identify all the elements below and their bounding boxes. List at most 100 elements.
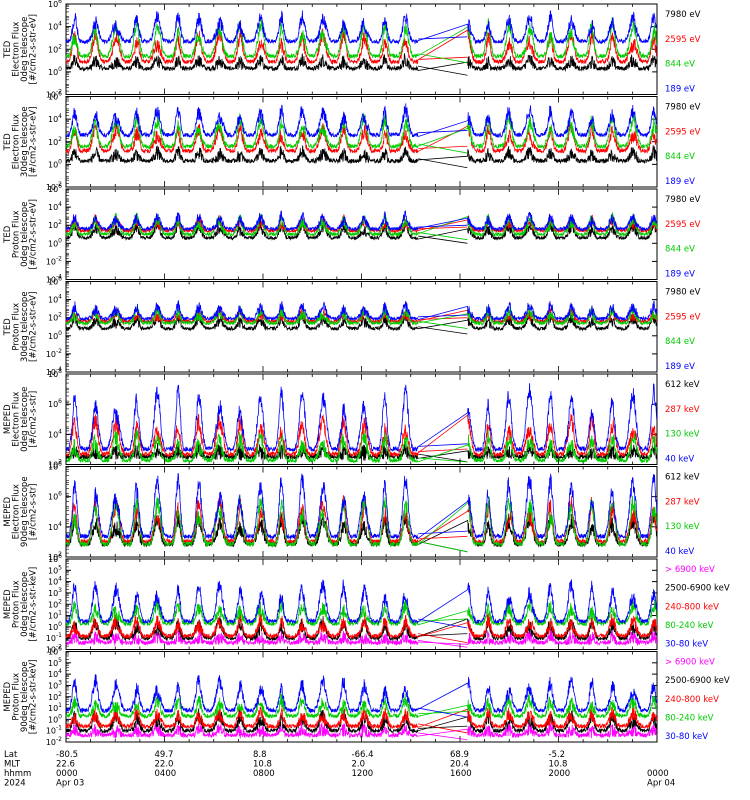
- y-axis-label: [#/cm2-s-str-eV]: [29, 292, 39, 362]
- series-line: [65, 493, 658, 548]
- series-line: [65, 413, 658, 458]
- y-tick-label: 103: [48, 587, 62, 598]
- y-tick-label: 104: [48, 521, 62, 532]
- series-line: [65, 708, 658, 734]
- gap-line: [418, 453, 468, 463]
- y-axis-label: [#/cm2-s-str-eV]: [29, 107, 39, 177]
- y-axis-label: [#/cm2-s-str-keV]: [29, 567, 39, 642]
- y-tick-label: 106: [48, 91, 62, 102]
- legend-entry: 189 eV: [665, 270, 695, 280]
- series-line: [65, 693, 658, 720]
- gap-line: [418, 145, 468, 149]
- legend-entry: 240-800 keV: [665, 602, 719, 612]
- series-line: [65, 52, 658, 73]
- y-tick-label: 102: [48, 43, 62, 54]
- y-axis-label: Electron Flux: [12, 22, 22, 77]
- y-tick-label: 100: [48, 237, 62, 248]
- legend-entry: 30-80 keV: [665, 732, 708, 742]
- y-tick-label: 10-2: [46, 644, 62, 655]
- y-tick-label: 105: [48, 564, 62, 575]
- y-tick-label: 10-2: [46, 348, 62, 359]
- y-axis-label: Proton Flux: [12, 673, 22, 721]
- legend-entry: 7980 eV: [665, 195, 701, 205]
- x-tick-label-mlt: 22.6: [56, 760, 75, 770]
- legend-entry: 130 keV: [665, 522, 700, 532]
- gap-line: [418, 618, 468, 629]
- y-axis-label: Proton Flux: [12, 580, 22, 628]
- y-tick-label: 104: [48, 576, 62, 587]
- y-axis-label: [#/cm2-s-str]: [29, 483, 39, 540]
- gap-line: [418, 725, 468, 729]
- y-tick-label: 102: [48, 219, 62, 230]
- series-line: [65, 113, 658, 150]
- legend-entry: 189 eV: [665, 177, 695, 187]
- series-line: [65, 10, 658, 45]
- gap-line: [418, 640, 468, 648]
- y-axis-label: [#/cm2-s-str-eV]: [29, 14, 39, 84]
- y-axis-label: TED: [3, 318, 13, 337]
- series-line: [65, 579, 658, 625]
- y-tick-label: 101: [48, 702, 62, 713]
- y-axis-label: 30deg telescope: [20, 291, 30, 362]
- gap-line: [418, 65, 468, 76]
- series-line: [65, 28, 658, 65]
- gap-line: [418, 535, 468, 540]
- y-tick-label: 102: [48, 691, 62, 702]
- y-tick-label: 104: [48, 201, 62, 212]
- panel-7: 10-210-1100101102103104105106MEPEDProton…: [3, 553, 730, 655]
- gap-line: [418, 158, 468, 169]
- series-line: [65, 304, 658, 327]
- series-line: [65, 210, 658, 232]
- y-tick-label: 10-4: [46, 274, 62, 285]
- y-tick-label: 106: [48, 398, 62, 409]
- legend-entry: 7980 eV: [665, 103, 701, 113]
- gap-line: [418, 226, 468, 230]
- gap-line: [418, 633, 468, 644]
- gap-line: [418, 36, 468, 40]
- y-tick-label: 10-2: [46, 736, 62, 747]
- x-tick-label-date: Apr 04: [647, 779, 675, 789]
- y-tick-label: 102: [48, 136, 62, 147]
- y-tick-label: 108: [48, 461, 62, 472]
- series-line: [65, 705, 658, 730]
- gap-line: [418, 448, 468, 452]
- y-tick-label: 10-2: [46, 89, 62, 100]
- series-line: [65, 472, 658, 541]
- series-line: [65, 121, 658, 155]
- legend-entry: 240-800 keV: [665, 695, 719, 705]
- gap-line: [418, 707, 468, 718]
- y-axis-label: MEPED: [3, 404, 13, 434]
- y-tick-label: 101: [48, 610, 62, 621]
- legend-entry: 40 keV: [665, 455, 694, 465]
- y-axis-label: Electron Flux: [12, 114, 22, 169]
- series-line: [65, 613, 658, 640]
- y-tick-label: 108: [48, 368, 62, 379]
- gap-line: [418, 224, 468, 228]
- series-line: [65, 598, 658, 627]
- y-tick-label: 106: [48, 0, 62, 9]
- y-axis-label: 30deg telescope: [20, 106, 30, 177]
- y-tick-label: 102: [48, 598, 62, 609]
- panel-frame: [65, 281, 658, 373]
- legend-entry: 80-240 keV: [665, 621, 714, 631]
- y-tick-label: 100: [48, 330, 62, 341]
- legend-entry: 2500-6900 keV: [665, 676, 730, 686]
- series-line: [65, 103, 658, 139]
- y-tick-label: 102: [48, 551, 62, 562]
- legend-entry: 2595 eV: [665, 127, 701, 137]
- y-axis-label: Electron Flux: [12, 392, 22, 447]
- legend-entry: 30-80 keV: [665, 640, 708, 650]
- x-tick-label-hhmm: 1200: [352, 769, 374, 779]
- gap-line: [418, 326, 468, 335]
- x-tick-label-mlt: 2.0: [352, 760, 366, 770]
- x-tick-label-hhmm: 0800: [253, 769, 275, 779]
- y-tick-label: 10-2: [46, 181, 62, 192]
- gap-line: [418, 232, 468, 241]
- y-tick-label: 100: [48, 621, 62, 632]
- y-tick-label: 10-4: [46, 366, 62, 377]
- legend-entry: 844 eV: [665, 245, 695, 255]
- x-tick-label-date: Apr 03: [56, 779, 84, 789]
